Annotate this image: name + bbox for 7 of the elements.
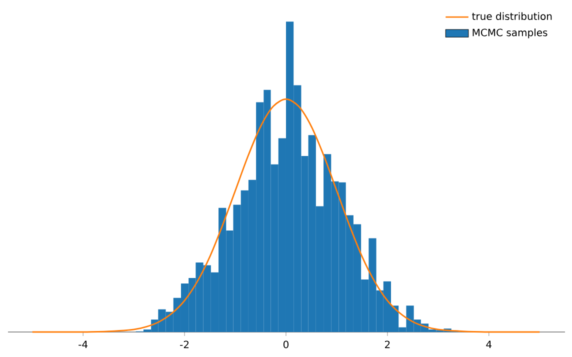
x-tick-label: 2 [384, 340, 390, 348]
x-tick-label: -4 [78, 340, 88, 348]
x-tick-label: -2 [180, 340, 189, 348]
legend-label: true distribution [472, 12, 552, 20]
x-tick-label: 4 [486, 340, 492, 348]
legend-label: MCMC samples [472, 28, 548, 38]
x-tick-label: 0 [283, 340, 288, 348]
